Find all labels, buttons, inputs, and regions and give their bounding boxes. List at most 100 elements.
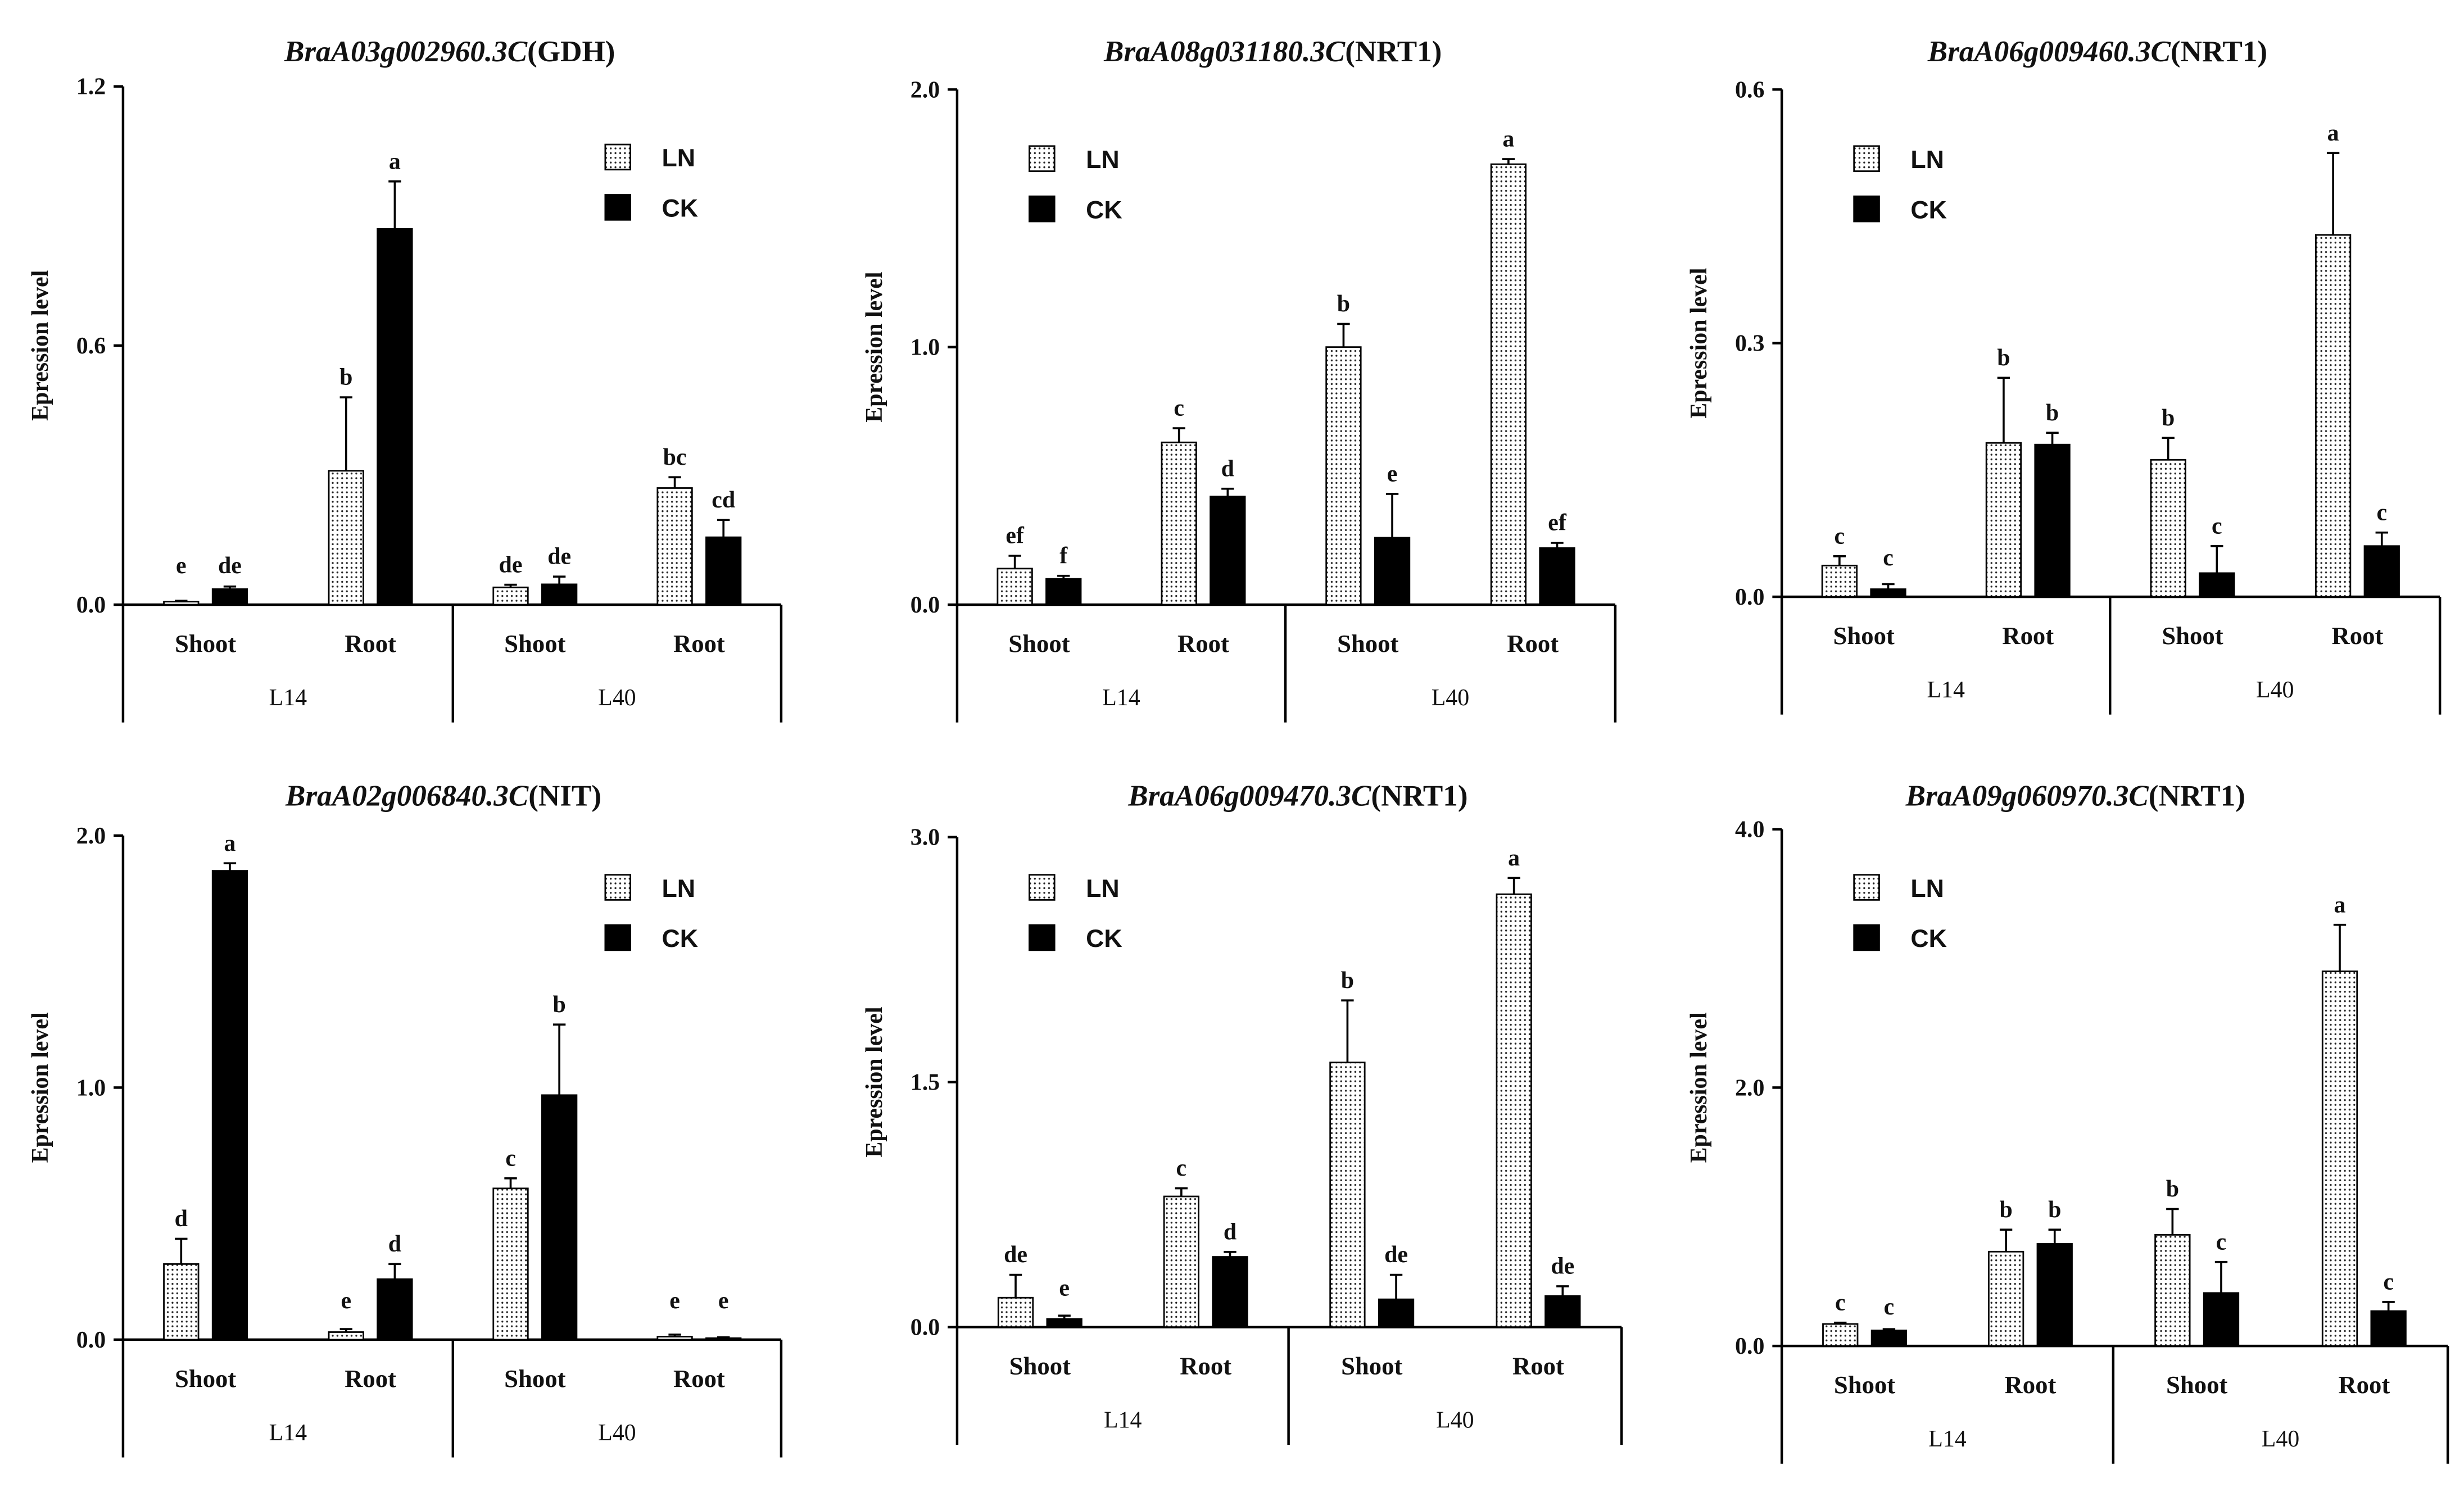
y-tick-label: 0.0 [76,1327,106,1353]
y-tick-label: 0.0 [911,592,940,618]
bar-ln [1822,1323,1859,1347]
x-tick-label: Shoot [175,1364,236,1393]
significance-letter: f [1059,543,1068,569]
group-label: L40 [2256,677,2294,703]
bar-ln [656,1336,693,1341]
legend-label: LN [1910,146,1944,174]
bar-ck [705,1337,742,1341]
chart-panel-1: BraA03g002960.3C(GDH) 0.0 0.6 1.2 Epression … [28,35,783,723]
significance-letter: c [1884,1294,1895,1320]
chart-title-suffix: (NRT1) [1371,780,1467,813]
bar-ck [1544,1295,1581,1328]
significance-letter: de [218,553,242,579]
y-tick-label: 0.6 [1735,77,1764,103]
bar-ck [1045,578,1082,606]
x-tick-label: Root [1177,629,1229,657]
chart-panel-2: BraA08g031180.3C(NRT1) 0.0 1.0 2.0 Epression… [862,35,1617,723]
significance-letter: b [339,365,352,391]
bar-ln [1329,1062,1366,1328]
legend-label: LN [662,144,696,172]
chart-panel-6: BraA09g060970.3C(NRT1) 0.0 2.0 4.0 Epression… [1686,780,2449,1464]
chart-panel-3: BraA06g009460.3C(NRT1) 0.0 0.3 0.6 Epression… [1686,35,2442,715]
significance-letter: a [1502,126,1514,152]
group-label: L14 [1104,1407,1142,1433]
significance-letter: b [1341,968,1354,994]
significance-letter: d [1221,456,1234,482]
legend-label: CK [1910,925,1947,953]
significance-letter: c [2212,513,2222,539]
legend-swatch [1029,195,1056,223]
significance-letter: a [389,148,401,174]
bar-ln [1490,163,1527,606]
legend-label: CK [662,925,699,953]
significance-letter: de [1551,1254,1574,1280]
y-tick-label: 0.6 [76,333,106,359]
legend-label: LN [1086,875,1120,903]
significance-letter: b [1999,1197,2012,1223]
chart-title: BraA09g060970.3C(NRT1) [1905,780,2245,813]
legend-label: CK [1086,925,1122,953]
significance-letter: d [1224,1219,1236,1245]
bar-ck [2203,1292,2240,1347]
chart-title-gene: BraA02g006840.3C [285,780,529,813]
significance-letter: b [2162,405,2175,431]
x-tick-label: Shoot [175,629,236,657]
y-tick-label: 0.0 [1735,1334,1764,1359]
x-tick-label: Shoot [2162,622,2223,650]
x-tick-label: Shoot [1009,1352,1071,1380]
x-tick-label: Root [1507,629,1559,657]
bar-ck [1539,547,1575,606]
bar-ck [2370,1310,2407,1347]
chart-title-gene: BraA09g060970.3C [1905,780,2149,813]
bar-ln [163,1263,200,1341]
significance-letter: b [1997,345,2010,371]
y-tick-label: 2.0 [911,77,940,103]
bar-ln [1985,442,2022,598]
bar-ln [492,1187,529,1341]
legend-swatch [604,874,632,901]
y-tick-label: 1.5 [911,1070,940,1096]
y-tick-label: 0.3 [1735,331,1764,357]
y-tick-label: 2.0 [76,823,106,849]
significance-letter: d [175,1206,188,1232]
bar-ln [656,487,693,606]
y-tick-label: 1.0 [911,335,940,361]
chart-title: BraA08g031180.3C(NRT1) [1103,35,1442,68]
chart-title: BraA06g009460.3C(NRT1) [1927,35,2267,68]
legend-swatch [1029,145,1056,173]
chart-title-gene: BraA06g009470.3C [1127,780,1371,813]
bar-ln [2314,234,2352,598]
y-axis-label: Epression level [862,1007,887,1158]
chart-title: BraA03g002960.3C(GDH) [284,35,615,68]
x-tick-label: Root [345,1364,396,1393]
x-tick-label: Shoot [1008,629,1070,657]
group-label: L40 [1432,685,1470,711]
x-tick-label: Shoot [1834,1371,1895,1399]
legend-swatch [604,924,632,951]
legend-label: LN [1910,875,1944,903]
legend-label: LN [1086,146,1120,174]
x-tick-label: Shoot [1833,622,1895,650]
chart-title: BraA02g006840.3C(NIT) [285,780,601,813]
legend-swatch [604,143,632,171]
significance-letter: b [552,992,565,1018]
legend-swatch [1853,874,1880,901]
group-label: L14 [1928,1426,1967,1452]
significance-letter: de [499,552,523,578]
group-label: L40 [1436,1407,1474,1433]
significance-letter: b [1337,291,1350,317]
group-label: L40 [2262,1426,2300,1452]
chart-title-suffix: (GDH) [527,35,615,68]
x-tick-label: Root [2002,622,2054,650]
bar-ck [541,583,578,606]
bar-ln [2154,1234,2191,1347]
legend: LN CK [604,143,698,223]
bar-ck [2034,443,2071,598]
significance-letter: a [1508,845,1520,871]
significance-letter: c [2383,1269,2394,1295]
significance-letter: ef [1005,523,1025,549]
significance-letter: de [1384,1242,1408,1268]
bar-ck [1870,588,1906,598]
significance-letter: e [1059,1276,1070,1301]
